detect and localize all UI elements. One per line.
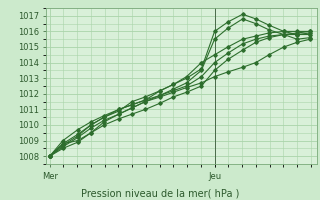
Text: Pression niveau de la mer( hPa ): Pression niveau de la mer( hPa ) [81,188,239,198]
